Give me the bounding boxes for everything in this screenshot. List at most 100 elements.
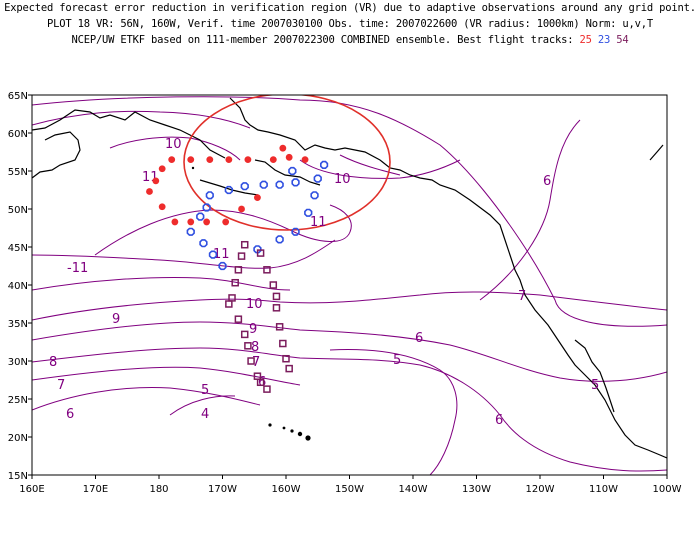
track-54-point <box>256 378 265 387</box>
title-line-3: NCEP/UW ETKF based on 111-member 2007022… <box>0 32 700 48</box>
track-54-point <box>272 292 281 301</box>
track-54-point <box>256 249 265 257</box>
contour-label: 10 <box>246 297 263 312</box>
track-23-point <box>310 191 319 200</box>
contour-label: 6 <box>495 413 503 428</box>
lat-label: 65N <box>8 91 28 102</box>
track-23-point <box>218 261 227 271</box>
lat-label: 50N <box>8 205 28 216</box>
contour-label: 8 <box>49 355 57 370</box>
track-25-point <box>158 165 166 173</box>
title-line-1: Expected forecast error reduction in ver… <box>4 2 696 14</box>
track-54-label: 54 <box>616 34 629 46</box>
track-23-point <box>304 208 313 217</box>
track-23-point <box>186 227 195 236</box>
track-54-point <box>231 278 239 287</box>
track-23-point <box>288 166 297 176</box>
lat-label: 20N <box>8 433 28 444</box>
contour-label: 9 <box>249 322 257 337</box>
track-54-point <box>228 294 236 302</box>
track-25-point <box>301 156 309 164</box>
contour-label: 5 <box>393 353 401 368</box>
lon-label: 130W <box>462 484 491 495</box>
lon-label: 160W <box>272 484 301 495</box>
longitude-axis: 160E 170E 180 170W 160W 150W 140W 130W 1… <box>19 484 681 495</box>
track-54-point <box>275 323 284 331</box>
lon-label: 170W <box>208 484 237 495</box>
lon-label: 150W <box>335 484 364 495</box>
axis-ticks <box>28 94 668 479</box>
track-54-markers <box>225 240 293 393</box>
figure-title: Expected forecast error reduction in ver… <box>0 0 700 48</box>
contour-label: -11 <box>67 261 88 276</box>
track-23-point <box>319 160 329 169</box>
track-25-point <box>168 156 176 164</box>
lat-label: 25N <box>8 395 28 406</box>
track-54-point <box>237 252 246 260</box>
track-54-point <box>272 304 281 312</box>
track-23-point <box>208 250 218 259</box>
latitude-axis: 65N 60N 55N 50N 45N 40N 35N 30N 25N 20N … <box>8 91 28 482</box>
contour-label: 6 <box>66 407 74 422</box>
contour-label: 5 <box>201 383 209 398</box>
track-25-point <box>279 144 287 152</box>
lon-label: 170E <box>83 484 108 495</box>
contour-labels: 10 11 10 11 11 -11 10 9 9 8 8 7 7 6 6 5 … <box>49 137 599 428</box>
track-25-markers <box>146 144 309 226</box>
track-23-label: 23 <box>597 34 611 46</box>
lat-label: 45N <box>8 243 28 254</box>
track-25-point <box>146 188 153 195</box>
track-54-point <box>225 300 233 308</box>
lon-label: 180 <box>149 484 168 495</box>
track-54-point <box>240 330 249 339</box>
lat-label: 35N <box>8 319 28 330</box>
title-line-3-text: NCEP/UW ETKF based on 111-member 2007022… <box>71 34 574 46</box>
track-23-point <box>275 235 284 244</box>
contour-label: 6 <box>543 174 551 189</box>
track-54-point <box>247 357 255 365</box>
track-54-point <box>279 339 287 348</box>
track-54-point <box>234 266 243 274</box>
track-25-point <box>203 218 211 226</box>
contour-label: 5 <box>591 378 599 393</box>
contour-label: 10 <box>334 172 351 187</box>
contour-label: 11 <box>310 215 327 230</box>
track-54-point <box>282 354 290 363</box>
track-25-point <box>222 218 230 226</box>
track-25-point <box>244 156 252 164</box>
track-23-point <box>240 182 249 191</box>
contour-label: 8 <box>251 340 259 355</box>
track-23-point <box>259 180 268 189</box>
track-23-point <box>199 239 208 248</box>
track-25-point <box>187 156 195 164</box>
track-54-point <box>269 281 278 289</box>
lon-label: 140W <box>399 484 428 495</box>
lon-label: 160E <box>19 484 44 495</box>
track-54-point <box>263 266 271 274</box>
track-54-point <box>263 385 271 393</box>
track-54-point <box>285 364 293 373</box>
lat-label: 15N <box>8 471 28 482</box>
track-54-point <box>244 342 252 350</box>
track-25-point <box>269 156 277 164</box>
track-23-point <box>202 203 211 212</box>
track-25-point <box>254 194 261 202</box>
track-25-point <box>285 153 293 161</box>
track-23-point <box>224 185 233 195</box>
track-23-point <box>275 180 284 189</box>
plot-frame <box>31 94 668 476</box>
islands <box>191 166 311 441</box>
lon-label: 120W <box>526 484 555 495</box>
contour-label: 10 <box>165 137 182 152</box>
contour-label: 4 <box>201 407 209 422</box>
contour-label: 6 <box>258 375 266 390</box>
verification-region-circle <box>183 95 391 231</box>
track-54-point <box>234 315 243 323</box>
contour-label: 7 <box>518 289 526 304</box>
track-23-point <box>291 178 300 187</box>
track-25-label: 25 <box>579 34 592 46</box>
contour-label: 7 <box>252 355 260 370</box>
contour-label: 6 <box>415 331 423 346</box>
track-25-point <box>158 203 166 211</box>
